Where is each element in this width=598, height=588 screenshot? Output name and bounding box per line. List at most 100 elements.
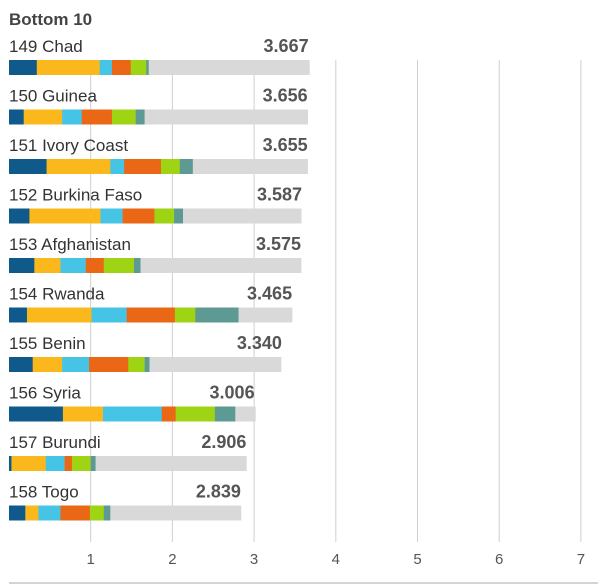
bar-segment <box>140 258 302 273</box>
bar-segment <box>100 208 123 224</box>
bar-segment <box>62 357 90 372</box>
bar-segment <box>26 307 92 323</box>
bar-segment <box>45 456 65 471</box>
bar-segment <box>81 109 113 125</box>
score-label: 3.340 <box>237 333 282 353</box>
x-tick-label: 6 <box>495 551 503 568</box>
bar-segment <box>9 505 26 521</box>
x-axis: 1 2 3 4 5 6 7 <box>87 551 586 568</box>
bar-row: 156 Syria 3.006 <box>9 383 256 422</box>
bar-segment <box>29 208 101 224</box>
bar-segment <box>134 258 141 273</box>
bar-segment <box>62 406 104 422</box>
bar-segment <box>174 208 184 224</box>
x-tick-label: 2 <box>168 551 176 568</box>
bar-segment <box>160 159 181 174</box>
score-label: 3.655 <box>263 135 308 155</box>
bar-segment <box>235 406 256 422</box>
bar-segment <box>192 159 308 174</box>
bar-segment <box>32 357 63 372</box>
country-label: 156 Syria <box>9 384 81 403</box>
bar-segment <box>9 406 64 422</box>
chart-grid <box>90 60 582 542</box>
bar-segment <box>36 60 100 75</box>
bar-segment <box>103 505 111 521</box>
bar-row: 152 Burkina Faso 3.587 <box>9 185 302 224</box>
x-tick-label: 5 <box>413 551 421 568</box>
bar-segment <box>135 109 145 125</box>
country-label: 154 Rwanda <box>9 285 105 304</box>
bar-segment <box>195 307 239 323</box>
bar-segment <box>11 456 47 471</box>
bar-segment <box>161 406 176 422</box>
score-label: 3.575 <box>256 234 301 254</box>
bar-row: 154 Rwanda 3.465 <box>9 284 293 323</box>
bar-segment <box>9 357 33 372</box>
country-label: 158 Togo <box>9 483 79 502</box>
chart-rows: 149 Chad 3.667 150 Guinea 3.656 151 Ivory Co… <box>9 36 310 521</box>
bar-segment <box>91 307 127 323</box>
bar-segment <box>103 258 135 273</box>
country-label: 149 Chad <box>9 37 83 56</box>
bar-segment <box>60 258 87 273</box>
bar-segment <box>90 456 96 471</box>
bar-segment <box>214 406 236 422</box>
score-label: 2.906 <box>201 432 246 452</box>
bar-row: 151 Ivory Coast 3.655 <box>9 135 308 174</box>
score-label: 3.667 <box>264 36 309 56</box>
bar-segment <box>110 505 242 521</box>
country-label: 151 Ivory Coast <box>9 136 128 155</box>
bar-row: 158 Togo 2.839 <box>9 482 242 521</box>
bar-segment <box>146 60 150 75</box>
bar-segment <box>64 456 73 471</box>
bar-segment <box>62 109 83 125</box>
x-tick-label: 3 <box>250 551 258 568</box>
bar-segment <box>89 357 129 372</box>
bar-segment <box>111 109 136 125</box>
bar-segment <box>130 60 147 75</box>
bar-segment <box>9 159 47 174</box>
bar-segment <box>144 357 150 372</box>
bar-segment <box>25 505 39 521</box>
bar-segment <box>38 505 61 521</box>
bar-segment <box>9 60 38 75</box>
bar-segment <box>99 60 113 75</box>
score-label: 3.587 <box>257 185 302 205</box>
bar-segment <box>89 505 105 521</box>
bar-row: 153 Afghanistan 3.575 <box>9 234 302 273</box>
bar-segment <box>154 208 175 224</box>
bar-segment <box>124 159 162 174</box>
country-label: 153 Afghanistan <box>9 235 131 254</box>
bar-segment <box>148 60 310 75</box>
score-label: 2.839 <box>196 482 241 502</box>
bar-segment <box>34 258 61 273</box>
country-label: 157 Burundi <box>9 433 101 452</box>
bar-segment <box>9 109 25 125</box>
x-tick-label: 1 <box>87 551 95 568</box>
bar-segment <box>95 456 247 471</box>
x-tick-label: 7 <box>577 551 585 568</box>
bar-segment <box>46 159 111 174</box>
bar-row: 155 Benin 3.340 <box>9 333 282 372</box>
bar-segment <box>111 60 132 75</box>
chart-title: Bottom 10 <box>9 10 92 29</box>
bar-segment <box>128 357 145 372</box>
bar-row: 150 Guinea 3.656 <box>9 86 308 125</box>
bar-segment <box>174 307 196 323</box>
bar-segment <box>9 307 28 323</box>
bar-segment <box>9 258 35 273</box>
bar-segment <box>71 456 91 471</box>
country-label: 152 Burkina Faso <box>9 186 142 205</box>
bar-row: 149 Chad 3.667 <box>9 36 310 75</box>
bar-segment <box>9 208 30 224</box>
bar-segment <box>110 159 125 174</box>
bar-row: 157 Burundi 2.906 <box>9 432 247 471</box>
bar-segment <box>102 406 163 422</box>
country-label: 150 Guinea <box>9 87 97 106</box>
score-label: 3.006 <box>210 383 255 403</box>
bar-segment <box>238 307 293 323</box>
bar-segment <box>183 208 302 224</box>
bar-segment <box>9 456 12 471</box>
country-label: 155 Benin <box>9 334 86 353</box>
